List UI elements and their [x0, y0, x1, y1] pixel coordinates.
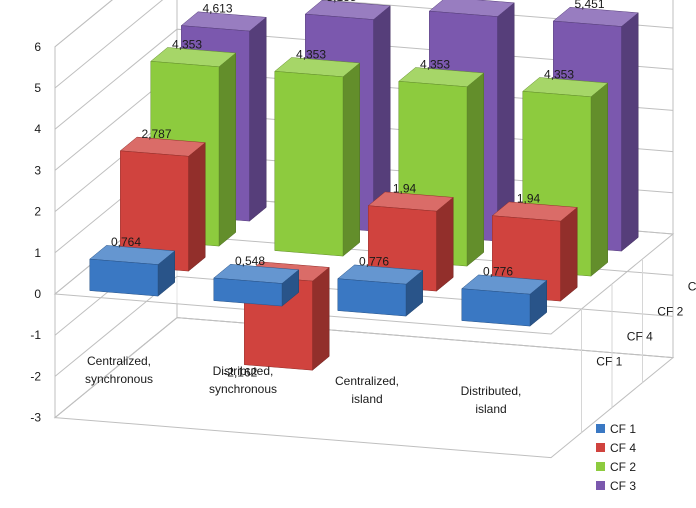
y-tick-label: 1 [34, 246, 41, 260]
bar-side [218, 52, 236, 247]
category-label: synchronous [85, 372, 153, 386]
data-label: 1,94 [517, 192, 541, 206]
legend-swatch [596, 443, 605, 452]
bar [213, 264, 300, 307]
depth-axis-labels: CF 1 CF 4 CF 2 CF 3 [596, 280, 696, 369]
gridline [54, 0, 113, 48]
data-label: 0,776 [483, 265, 513, 279]
depth-axis-label: CF 2 [657, 305, 683, 319]
y-tick-label: 0 [34, 287, 41, 301]
bar-front [213, 277, 283, 307]
bar [274, 57, 361, 257]
y-tick-label: -2 [30, 369, 41, 383]
legend-label: CF 4 [610, 441, 636, 455]
data-label: 4,353 [172, 37, 202, 51]
bar-side [342, 62, 360, 257]
y-tick-label: 2 [34, 205, 41, 219]
category-label: synchronous [209, 382, 277, 396]
category-label: island [475, 402, 506, 416]
y-tick-label: 6 [34, 40, 41, 54]
bars [89, 0, 639, 371]
bar-side [590, 82, 608, 277]
bar-side [436, 196, 454, 292]
data-label: 5,451 [574, 0, 604, 11]
category-label: Distributed, [461, 384, 522, 398]
y-tick-label: 3 [34, 163, 41, 177]
bar-front [337, 278, 407, 317]
bar-side [312, 266, 330, 371]
data-label: 0,776 [359, 255, 389, 269]
y-tick-label: 4 [34, 122, 41, 136]
category-label: Distributed, [213, 364, 274, 378]
data-label: 5,135 [326, 0, 356, 4]
legend-swatch [596, 424, 605, 433]
category-label: island [351, 392, 382, 406]
category-label: Centralized, [87, 354, 151, 368]
bar [461, 274, 548, 327]
bar-front [461, 288, 531, 327]
legend-label: CF 2 [610, 460, 636, 474]
bar-front [274, 71, 344, 257]
data-label: 4,353 [296, 47, 326, 61]
data-label: 4,613 [202, 2, 232, 16]
data-label: 0,548 [235, 254, 265, 268]
legend: CF 1 CF 4 CF 2 CF 3 [596, 422, 636, 493]
bar-side [560, 206, 578, 302]
data-label: 4,353 [420, 57, 450, 71]
bar-side [249, 16, 267, 222]
y-tick-label: 5 [34, 81, 41, 95]
bar [119, 136, 206, 272]
y-axis-ticks: 6 5 4 3 2 1 0 -1 -2 -3 [30, 40, 41, 425]
gridline [54, 317, 674, 418]
data-label: 2,787 [141, 127, 171, 141]
depth-axis-label: CF 4 [627, 330, 653, 344]
y-tick-label: -1 [30, 328, 41, 342]
data-label: 1,94 [393, 182, 417, 196]
bar [337, 264, 424, 317]
bar-side [621, 12, 639, 252]
data-label: 5,45 [454, 0, 478, 1]
category-label: Centralized, [335, 374, 399, 388]
y-tick-label: -3 [30, 411, 41, 425]
depth-axis-label: CF 1 [596, 355, 622, 369]
data-labels: 5,451 5,45 5,135 4,613 4,353 4,353 4,353 4,353 1… [111, 0, 605, 380]
bar [89, 245, 176, 297]
category-axis-labels: Centralized, synchronous Distributed, synch… [85, 354, 521, 416]
legend-swatch [596, 462, 605, 471]
data-label: 4,353 [544, 67, 574, 81]
bar-front [89, 258, 159, 297]
depth-axis-label: CF 3 [688, 280, 696, 294]
bar-side [466, 72, 484, 267]
data-label: 0,764 [111, 235, 141, 249]
data-label: -2,162 [223, 366, 257, 380]
legend-swatch [596, 481, 605, 490]
legend-label: CF 3 [610, 479, 636, 493]
bar-side [188, 142, 206, 272]
legend-label: CF 1 [610, 422, 636, 436]
